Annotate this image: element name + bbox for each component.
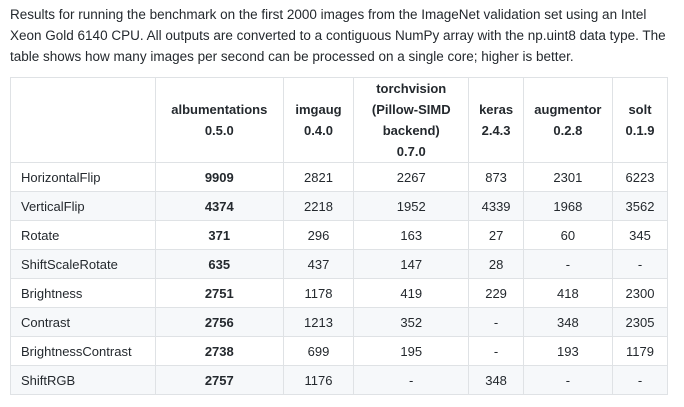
cell-augmentor: 60 — [522, 220, 614, 250]
cell-albumentations: 2738 — [154, 336, 284, 366]
cell-imgaug: 699 — [282, 336, 355, 366]
header-empty-cell — [10, 77, 156, 163]
cell-imgaug: 1213 — [282, 307, 355, 337]
header-line: 2.4.3 — [481, 123, 511, 138]
cell-augmentor: - — [522, 365, 614, 395]
header-line: imgaug — [295, 102, 342, 117]
cell-keras: 28 — [468, 249, 524, 279]
cell-torchvision: - — [353, 365, 470, 395]
cell-torchvision: 2267 — [353, 162, 470, 192]
table-row: Contrast 2756 1213 352 - 348 2305 — [10, 307, 668, 337]
row-name: HorizontalFlip — [10, 162, 156, 192]
cell-albumentations: 2756 — [154, 307, 284, 337]
header-line: albumentations — [171, 102, 268, 117]
cell-augmentor: 193 — [522, 336, 614, 366]
cell-albumentations: 2751 — [154, 278, 284, 308]
cell-albumentations: 371 — [154, 220, 284, 250]
cell-augmentor: 418 — [522, 278, 614, 308]
cell-torchvision: 1952 — [353, 191, 470, 221]
cell-imgaug: 1178 — [282, 278, 355, 308]
header-albumentations: albumentations 0.5.0 — [154, 77, 284, 163]
benchmark-description: Results for running the benchmark on the… — [10, 7, 666, 64]
header-solt: solt 0.1.9 — [612, 77, 668, 163]
row-name: Rotate — [10, 220, 156, 250]
row-name: BrightnessContrast — [10, 336, 156, 366]
header-line: 0.1.9 — [625, 123, 655, 138]
cell-torchvision: 147 — [353, 249, 470, 279]
row-name: VerticalFlip — [10, 191, 156, 221]
cell-albumentations: 9909 — [154, 162, 284, 192]
cell-keras: 27 — [468, 220, 524, 250]
row-name: Brightness — [10, 278, 156, 308]
table-body: HorizontalFlip 9909 2821 2267 873 2301 6… — [10, 162, 668, 395]
cell-solt: 3562 — [612, 191, 668, 221]
header-line: torchvision — [376, 81, 447, 96]
row-name: ShiftScaleRotate — [10, 249, 156, 279]
header-line: augmentor — [534, 102, 602, 117]
header-line: backend) — [382, 123, 440, 138]
cell-torchvision: 195 — [353, 336, 470, 366]
row-name: Contrast — [10, 307, 156, 337]
cell-keras: - — [468, 336, 524, 366]
cell-albumentations: 4374 — [154, 191, 284, 221]
header-line: 0.7.0 — [396, 144, 426, 159]
table-row: VerticalFlip 4374 2218 1952 4339 1968 35… — [10, 191, 668, 221]
table-row: HorizontalFlip 9909 2821 2267 873 2301 6… — [10, 162, 668, 192]
cell-imgaug: 1176 — [282, 365, 355, 395]
cell-albumentations: 635 — [154, 249, 284, 279]
cell-augmentor: 348 — [522, 307, 614, 337]
header-torchvision: torchvision (Pillow-SIMD backend) 0.7.0 — [353, 77, 470, 163]
cell-augmentor: 1968 — [522, 191, 614, 221]
cell-torchvision: 419 — [353, 278, 470, 308]
table-row: BrightnessContrast 2738 699 195 - 193 11… — [10, 336, 668, 366]
header-row: albumentations 0.5.0 imgaug 0.4.0 torchv… — [10, 77, 668, 163]
cell-keras: - — [468, 307, 524, 337]
header-line: keras — [479, 102, 514, 117]
cell-imgaug: 2821 — [282, 162, 355, 192]
cell-solt: 2305 — [612, 307, 668, 337]
cell-keras: 4339 — [468, 191, 524, 221]
cell-albumentations: 2757 — [154, 365, 284, 395]
cell-imgaug: 437 — [282, 249, 355, 279]
cell-keras: 348 — [468, 365, 524, 395]
table-row: Rotate 371 296 163 27 60 345 — [10, 220, 668, 250]
cell-solt: 6223 — [612, 162, 668, 192]
header-augmentor: augmentor 0.2.8 — [522, 77, 614, 163]
header-keras: keras 2.4.3 — [468, 77, 524, 163]
cell-keras: 229 — [468, 278, 524, 308]
cell-torchvision: 352 — [353, 307, 470, 337]
header-line: 0.2.8 — [553, 123, 583, 138]
benchmark-table-container: albumentations 0.5.0 imgaug 0.4.0 torchv… — [10, 77, 668, 395]
table-row: ShiftScaleRotate 635 437 147 28 - - — [10, 249, 668, 279]
cell-imgaug: 296 — [282, 220, 355, 250]
cell-solt: 1179 — [612, 336, 668, 366]
cell-imgaug: 2218 — [282, 191, 355, 221]
cell-augmentor: 2301 — [522, 162, 614, 192]
header-imgaug: imgaug 0.4.0 — [282, 77, 355, 163]
table-row: ShiftRGB 2757 1176 - 348 - - — [10, 365, 668, 395]
benchmark-table: albumentations 0.5.0 imgaug 0.4.0 torchv… — [10, 77, 668, 395]
header-line: (Pillow-SIMD — [371, 102, 451, 117]
cell-solt: - — [612, 249, 668, 279]
table-header: albumentations 0.5.0 imgaug 0.4.0 torchv… — [10, 77, 668, 163]
header-line: 0.5.0 — [204, 123, 234, 138]
cell-augmentor: - — [522, 249, 614, 279]
cell-solt: 2300 — [612, 278, 668, 308]
table-row: Brightness 2751 1178 419 229 418 2300 — [10, 278, 668, 308]
cell-solt: 345 — [612, 220, 668, 250]
cell-solt: - — [612, 365, 668, 395]
cell-keras: 873 — [468, 162, 524, 192]
header-line: 0.4.0 — [304, 123, 333, 138]
cell-torchvision: 163 — [353, 220, 470, 250]
header-line: solt — [628, 102, 652, 117]
row-name: ShiftRGB — [10, 365, 156, 395]
